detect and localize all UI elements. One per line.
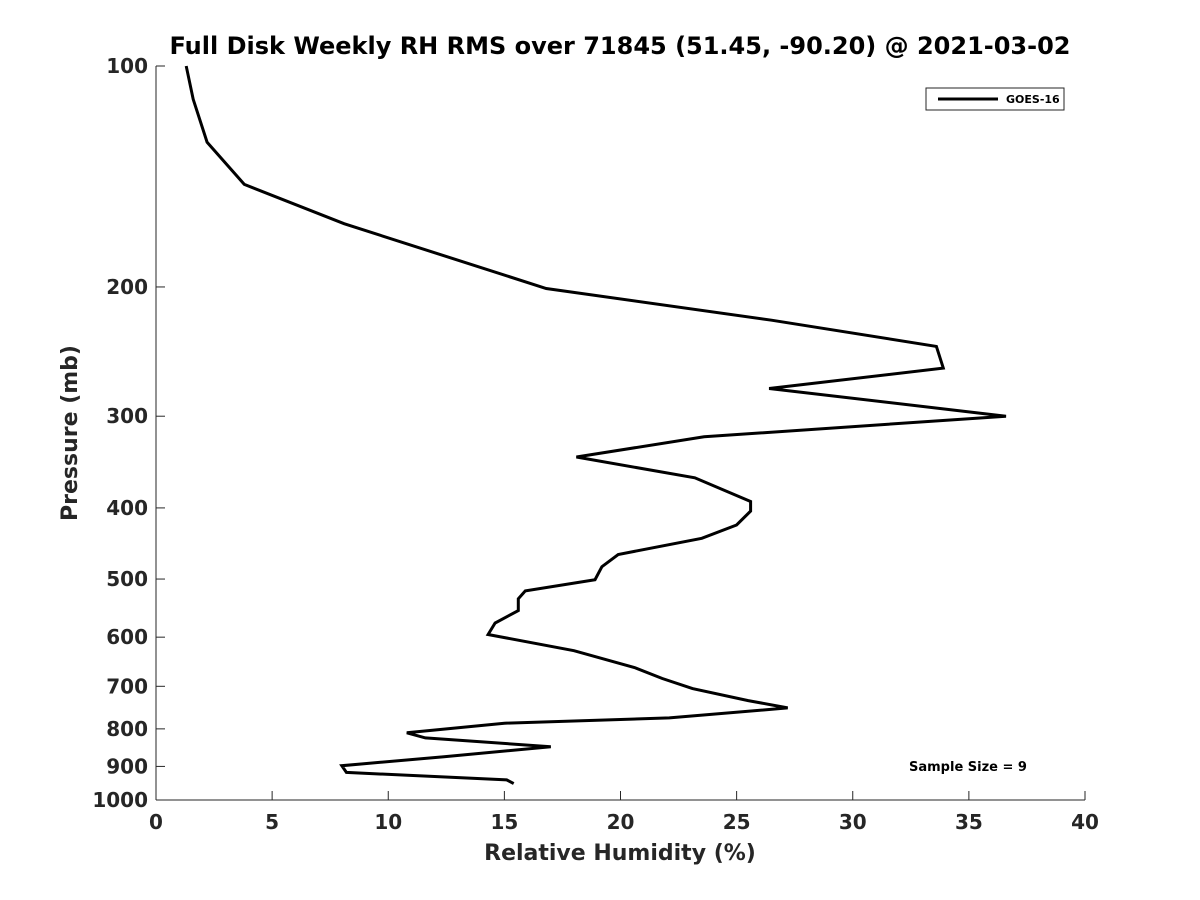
y-tick-label: 200 — [106, 275, 148, 299]
x-tick-label: 15 — [490, 810, 518, 834]
y-tick-label: 900 — [106, 754, 148, 778]
legend-label-goes-16: GOES-16 — [1006, 93, 1060, 106]
x-tick-label: 20 — [607, 810, 635, 834]
y-tick-label: 600 — [106, 625, 148, 649]
x-tick-label: 5 — [265, 810, 279, 834]
y-tick-label: 100 — [106, 54, 148, 78]
sample-size-annotation: Sample Size = 9 — [909, 760, 1027, 775]
x-tick-label: 40 — [1071, 810, 1099, 834]
x-tick-label: 0 — [149, 810, 163, 834]
x-axis-label: Relative Humidity (%) — [484, 841, 756, 866]
series-layer — [184, 65, 1007, 785]
x-tick-label: 10 — [374, 810, 402, 834]
axes: 0 5 10 15 20 25 30 35 40 100 200 300 400 500 600 700 800… — [92, 54, 1099, 834]
x-tick-label: 35 — [955, 810, 983, 834]
series-line-goes-16 — [184, 65, 1007, 785]
x-tick-label: 30 — [839, 810, 867, 834]
y-tick-label: 800 — [106, 717, 148, 741]
y-axis-label: Pressure (mb) — [58, 345, 83, 521]
legend: GOES-16 — [925, 87, 1065, 111]
y-tick-label: 500 — [106, 567, 148, 591]
y-tick-label: 700 — [106, 674, 148, 698]
y-tick-label: 1000 — [92, 788, 148, 812]
chart-title: Full Disk Weekly RH RMS over 71845 (51.4… — [169, 32, 1070, 60]
y-tick-label: 300 — [106, 404, 148, 428]
x-tick-label: 25 — [723, 810, 751, 834]
y-tick-label: 400 — [106, 496, 148, 520]
